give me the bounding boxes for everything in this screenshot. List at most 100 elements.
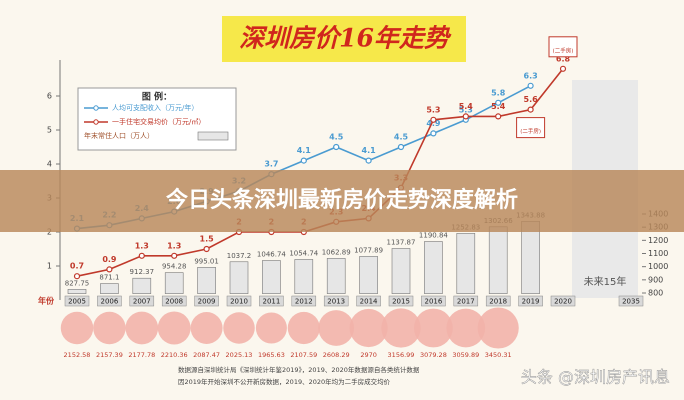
x-tick-label: 2013	[327, 298, 345, 306]
x-tick-label: 2018	[489, 298, 507, 306]
bar	[488, 226, 508, 294]
x-tick-label: 2020	[554, 298, 572, 306]
footnote: 因2019年开始深圳不公开新房数据，2019、2020年均为二手房成交均价	[178, 377, 391, 386]
legend-swatch	[93, 119, 99, 125]
future-year: 2035	[622, 298, 640, 306]
point-label: 5.3	[459, 105, 473, 114]
year-box	[97, 295, 122, 307]
bar	[132, 277, 152, 294]
bar-label: 1190.84	[419, 232, 448, 240]
point-label: 1.3	[135, 241, 149, 250]
year-box	[356, 295, 381, 307]
bar	[521, 221, 540, 294]
y2-tick-label: 800	[648, 289, 663, 298]
point-label: 1.5	[200, 235, 215, 244]
y-tick-label: 5	[47, 126, 52, 135]
point-label: 6.3	[524, 71, 538, 80]
point-label: 5.4	[491, 102, 506, 111]
bubble-label: 2177.78	[128, 351, 155, 359]
legend-label: 人均可支配收入（万元/年）	[112, 103, 198, 112]
point	[527, 106, 534, 113]
x-tick-label: 2006	[100, 298, 118, 306]
bar	[294, 259, 314, 294]
bubble-label: 3450.31	[485, 351, 512, 359]
bar-label: 912.37	[130, 268, 155, 276]
annotation: (二手房)	[553, 46, 574, 54]
point	[430, 116, 437, 123]
year-box	[421, 295, 446, 307]
point-label: 5.8	[491, 88, 506, 97]
bubble	[349, 308, 388, 348]
bar	[67, 289, 87, 294]
bubble	[125, 311, 159, 345]
x-tick-label: 2019	[522, 298, 540, 306]
point-label: 6.8	[556, 54, 571, 63]
banner-text: 今日头条深圳最新房价走势深度解析	[166, 187, 518, 213]
bar-label: 995.01	[194, 257, 219, 265]
legend-swatch	[93, 105, 99, 111]
point-label: 5.3	[426, 105, 440, 114]
point-label: 4.9	[426, 119, 441, 128]
bubble-label: 2087.47	[193, 351, 220, 359]
bar-label: 1037.2	[227, 252, 252, 260]
bubble	[93, 311, 126, 345]
bar-label: 871.1	[99, 274, 119, 282]
point	[106, 266, 113, 273]
point-label: 0.9	[102, 255, 117, 264]
x-tick-label: 2009	[198, 298, 216, 306]
x-tick-label: 2017	[457, 298, 475, 306]
year-box	[194, 295, 219, 307]
point-label: 1.3	[167, 241, 181, 250]
legend-label: 一手住宅交易均价（万元/㎡）	[112, 117, 205, 126]
point	[203, 245, 210, 253]
future-year-box	[618, 295, 644, 307]
x-tick-label: 2011	[262, 298, 280, 306]
bubble-label: 2025.13	[226, 351, 253, 359]
bubble	[413, 308, 453, 348]
bubble-label: 2157.39	[96, 351, 123, 359]
x-tick-label: 2014	[360, 298, 378, 306]
bubble-label: 3079.28	[420, 351, 447, 359]
bar	[100, 283, 119, 294]
point	[397, 143, 405, 151]
legend-swatch	[197, 131, 229, 141]
bar	[359, 256, 378, 294]
point-label: 4.5	[394, 133, 409, 142]
point-label: 4.5	[329, 133, 344, 142]
bar	[456, 233, 476, 294]
bubble	[223, 312, 255, 344]
bar	[326, 258, 346, 294]
point-label: 5.4	[459, 102, 474, 111]
bar	[391, 248, 411, 294]
bar-label: 1046.74	[257, 251, 286, 259]
point-label: 4.1	[362, 146, 377, 155]
point-label: 5.6	[524, 95, 539, 104]
bubble	[318, 310, 355, 346]
y2-tick-label: 1000	[648, 262, 668, 271]
bubble	[287, 311, 320, 345]
year-box	[129, 295, 155, 307]
point	[171, 252, 178, 259]
point	[559, 65, 567, 72]
point	[300, 157, 307, 164]
bubble-label: 3156.99	[388, 351, 415, 359]
x-tick-label: 2016	[424, 298, 442, 306]
bar	[424, 241, 443, 294]
bar-label: 1062.89	[322, 248, 351, 256]
bubble	[255, 312, 287, 344]
bubble-label: 2152.58	[64, 351, 91, 359]
bar	[229, 261, 249, 294]
chart-title: 深圳房价16年走势	[239, 24, 452, 53]
bubble-label: 2608.29	[323, 351, 350, 359]
bar-label: 1054.74	[289, 249, 318, 257]
y2-tick-label: 1100	[648, 249, 668, 258]
year-box	[226, 295, 252, 307]
point	[495, 113, 502, 120]
year-box	[323, 295, 349, 307]
y2-tick-label: 900	[648, 275, 663, 284]
footnote: 数据源自深圳统计局《深圳统计年鉴2019》，2019、2020年数据源自各类统计…	[178, 365, 420, 374]
bubble-label: 2970	[360, 351, 377, 359]
point-label: 4.1	[297, 146, 312, 155]
legend-label: 年末常住人口（万人）	[84, 131, 154, 140]
